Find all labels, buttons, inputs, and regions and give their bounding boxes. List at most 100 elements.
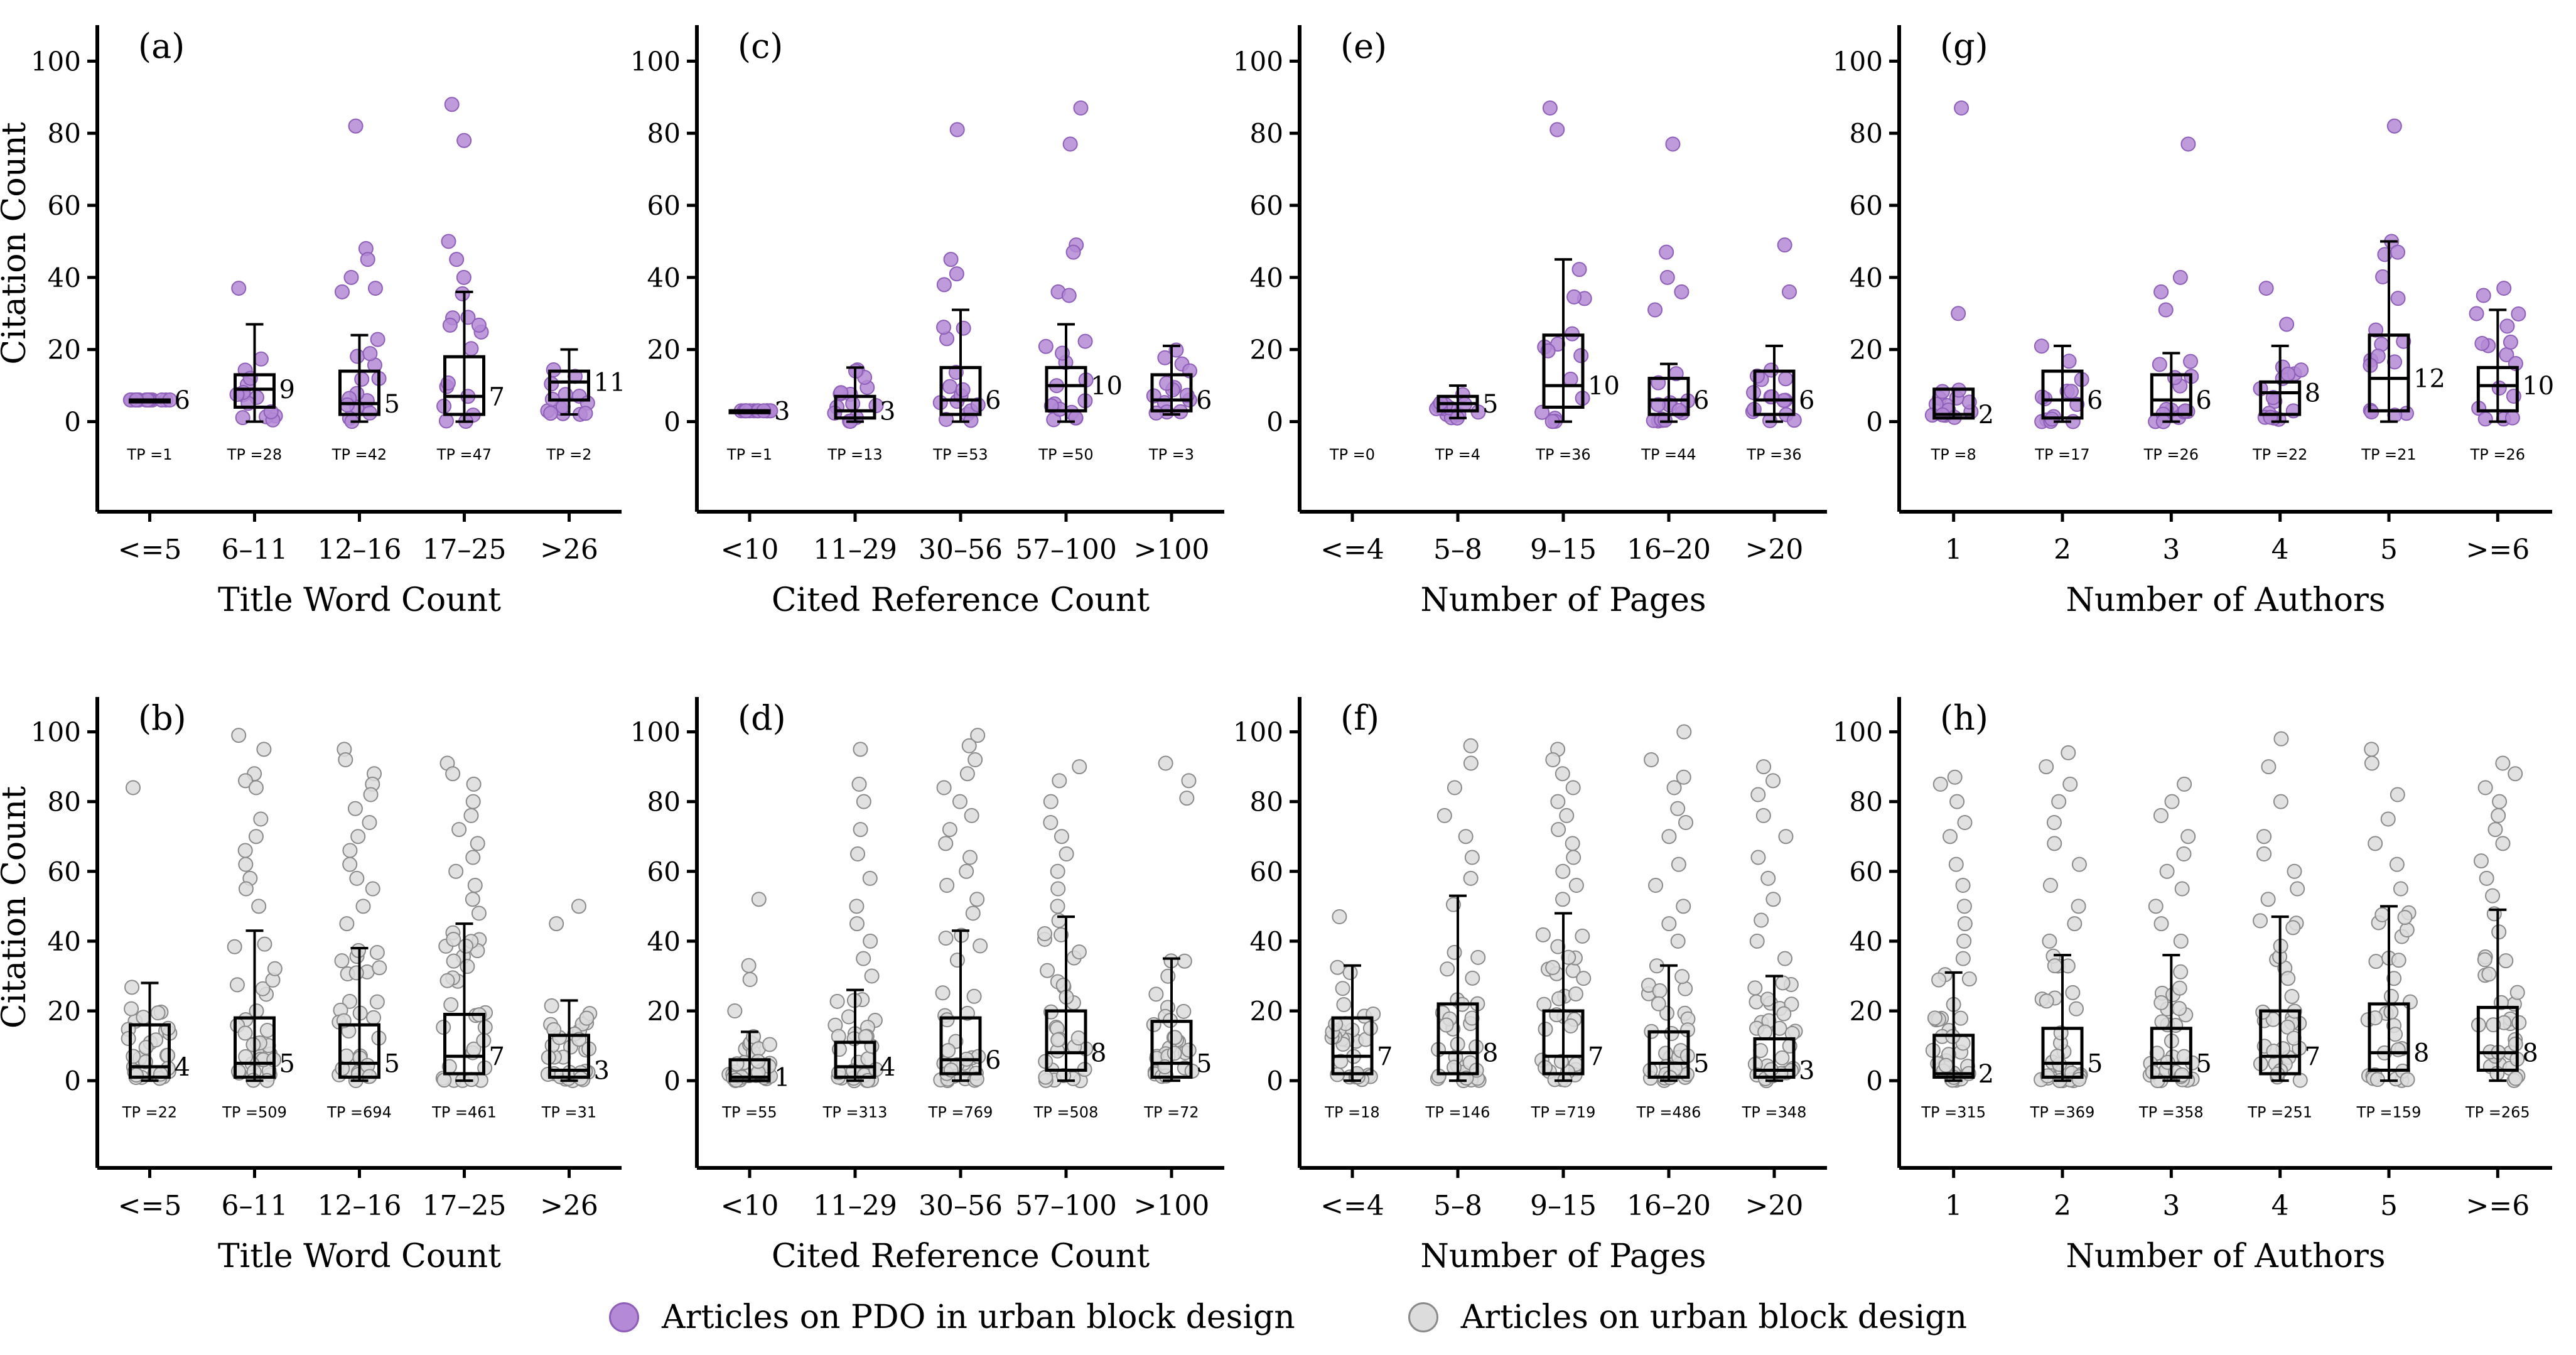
data-point: [1651, 996, 1666, 1012]
box: [2041, 369, 2084, 420]
box: [338, 1023, 380, 1079]
median-label: 1: [774, 1064, 790, 1093]
data-point: [1664, 1026, 1679, 1042]
box: [1753, 369, 1796, 416]
outlier-point: [967, 752, 983, 767]
x-tick-label: 1: [1945, 1190, 1963, 1222]
median-label: 10: [2522, 372, 2554, 401]
tp-label: TP =50: [1038, 446, 1093, 463]
outlier-point: [2485, 888, 2501, 904]
median-label: 10: [1091, 372, 1123, 401]
outlier-point: [2153, 916, 2169, 932]
data-point: [1157, 350, 1173, 365]
data-point: [463, 341, 479, 357]
outlier-point: [1542, 100, 1558, 116]
data-point: [1760, 991, 1776, 1007]
y-tick-label: 80: [647, 118, 681, 149]
outlier-point: [2159, 863, 2175, 879]
data-point: [253, 351, 269, 367]
outlier-point: [2390, 244, 2406, 260]
data-point: [2152, 357, 2167, 372]
outlier-point: [1061, 288, 1077, 303]
data-point: [936, 320, 952, 335]
data-point: [1148, 986, 1164, 1002]
x-tick-label: 3: [2162, 1190, 2180, 1222]
data-point: [2064, 384, 2079, 399]
y-tick-label: 80: [48, 787, 81, 818]
outlier-point: [465, 892, 480, 907]
outlier-point: [2479, 870, 2494, 886]
y-tick-label: 80: [647, 787, 681, 818]
box: [2368, 1002, 2410, 1072]
tp-label: TP =8: [1931, 446, 1976, 463]
outlier-point: [1676, 899, 1691, 914]
outlier-point: [862, 870, 878, 886]
x-tick-label: 9–15: [1530, 1190, 1597, 1222]
data-point: [1177, 953, 1192, 969]
data-point: [237, 1025, 253, 1041]
data-point: [2383, 988, 2399, 1004]
data-point: [2065, 985, 2081, 1000]
data-point: [2253, 913, 2268, 929]
box: [1045, 1009, 1087, 1072]
panel-a: 0 20 40 60 80 100 (a) Citation Count Title Word …: [0, 25, 625, 619]
outlier-point: [253, 811, 269, 827]
outlier-point: [1955, 878, 1971, 893]
outlier-point: [2158, 302, 2174, 318]
outlier-point: [952, 794, 967, 809]
data-point: [1070, 1030, 1086, 1046]
box: [2259, 380, 2302, 416]
outlier-point: [1782, 284, 1797, 300]
data-point: [2390, 291, 2406, 306]
outlier-point: [1676, 769, 1691, 785]
outlier-point: [1545, 752, 1561, 767]
y-tick-label: 60: [647, 190, 681, 221]
outlier-point: [2173, 933, 2189, 949]
data-point: [2069, 1001, 2084, 1017]
data-point: [369, 944, 385, 960]
y-tick-label: 60: [48, 190, 81, 221]
data-point: [2477, 952, 2492, 968]
box: [1932, 387, 1975, 420]
x-tick-label: 4: [2272, 534, 2289, 566]
x-axis-label: Cited Reference Count: [772, 581, 1150, 619]
data-point: [841, 1009, 856, 1025]
outlier-point: [1568, 878, 1584, 893]
outlier-point: [959, 863, 974, 879]
outlier-point: [2495, 755, 2511, 771]
data-point: [153, 1066, 168, 1082]
outlier-point: [2496, 281, 2512, 296]
outlier-point: [463, 807, 479, 823]
x-tick-label: >20: [1745, 534, 1804, 566]
median-label: 5: [384, 1049, 400, 1078]
x-tick-label: 12–16: [318, 1190, 402, 1222]
data-point: [1778, 371, 1794, 387]
outlier-point: [949, 266, 964, 282]
median-label: 5: [2196, 1049, 2211, 1078]
tp-label: TP =486: [1636, 1103, 1701, 1121]
median-label: 5: [2087, 1049, 2103, 1078]
data-point: [124, 1001, 139, 1017]
x-tick-label: >100: [1134, 534, 1210, 566]
outlier-point: [964, 807, 979, 823]
tp-label: TP =36: [1535, 446, 1590, 463]
tp-label: TP =769: [928, 1103, 993, 1121]
data-point: [126, 1049, 141, 1064]
x-tick-label: 11–29: [813, 1190, 897, 1222]
outlier-point: [456, 269, 472, 285]
data-point: [446, 953, 461, 969]
outlier-point: [1565, 836, 1580, 851]
x-tick-label: <=4: [1320, 534, 1384, 566]
median-label: 5: [1693, 1049, 1709, 1078]
outlier-point: [2164, 794, 2180, 809]
data-point: [2172, 1001, 2187, 1017]
tp-label: TP =0: [1329, 446, 1375, 463]
data-point: [2498, 953, 2514, 969]
data-point: [136, 1010, 151, 1025]
outlier-point: [850, 846, 866, 861]
tp-label: TP =13: [827, 446, 882, 463]
outlier-point: [1777, 951, 1793, 966]
x-tick-label: 4: [2272, 1190, 2289, 1222]
data-point: [2374, 907, 2390, 922]
data-point: [1167, 1030, 1183, 1045]
